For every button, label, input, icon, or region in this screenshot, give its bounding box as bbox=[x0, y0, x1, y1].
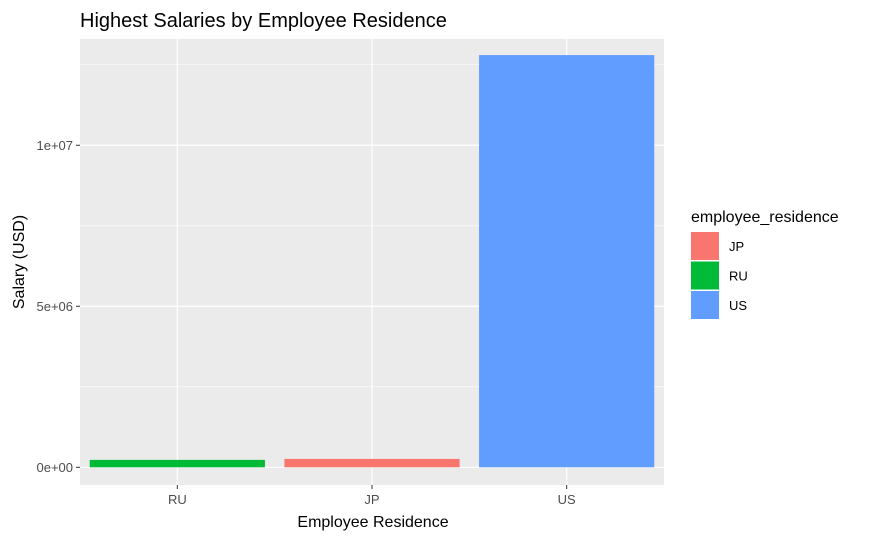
y-tick-label: 1e+07 bbox=[36, 138, 73, 153]
legend-label: JP bbox=[729, 239, 744, 254]
x-tick-label: RU bbox=[168, 492, 187, 507]
legend-label: RU bbox=[729, 269, 748, 284]
y-axis-title: Salary (USD) bbox=[11, 215, 28, 309]
bar-ru bbox=[89, 459, 265, 468]
x-axis: RU JP US bbox=[168, 485, 576, 507]
y-axis: 0e+00 5e+06 1e+07 bbox=[36, 138, 80, 475]
bar-us bbox=[479, 55, 655, 468]
legend-key-ru bbox=[691, 261, 719, 290]
bar-jp bbox=[284, 458, 460, 468]
legend-items: JP RU US bbox=[691, 232, 748, 319]
legend-title: employee_residence bbox=[691, 209, 839, 226]
x-axis-title: Employee Residence bbox=[297, 514, 448, 531]
legend-label: US bbox=[729, 298, 747, 313]
legend: employee_residence JP RU US bbox=[691, 209, 839, 319]
legend-key-us bbox=[691, 291, 719, 319]
bars bbox=[89, 55, 655, 468]
y-tick-label: 0e+00 bbox=[36, 460, 73, 475]
x-tick-label: US bbox=[558, 492, 576, 507]
x-tick-label: JP bbox=[364, 492, 379, 507]
chart-title: Highest Salaries by Employee Residence bbox=[80, 10, 447, 32]
y-tick-label: 5e+06 bbox=[36, 299, 73, 314]
legend-key-jp bbox=[691, 232, 719, 260]
